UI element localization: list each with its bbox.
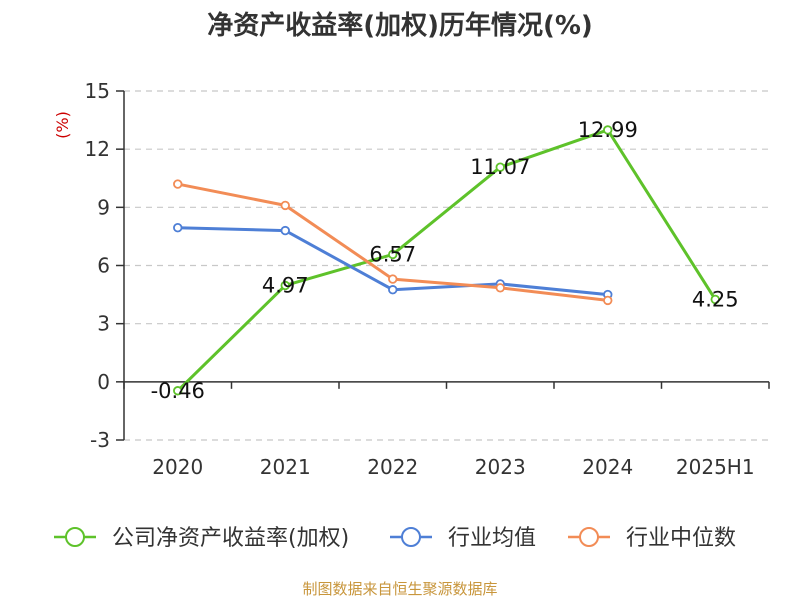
series-point (388, 285, 398, 295)
series-point (388, 274, 398, 284)
legend-marker-icon (401, 527, 421, 547)
data-label: 4.97 (262, 273, 309, 297)
x-tick-label: 2021 (260, 455, 311, 479)
legend-marker-icon (65, 527, 85, 547)
axes: 15 12 9 6 3 0 -3 2020 2021 2022 2023 2024 2025H1 (85, 79, 770, 479)
series-point (173, 222, 183, 233)
y-axis-unit: (%) (53, 111, 72, 139)
series-line (176, 128, 717, 392)
x-tick-label: 2024 (582, 455, 633, 479)
x-tick-label: 2023 (475, 455, 526, 479)
series-point (280, 200, 290, 211)
gridlines (124, 90, 769, 441)
series-point (173, 386, 183, 396)
x-tick-label: 2025H1 (676, 455, 755, 479)
data-label: 11.07 (470, 155, 530, 179)
legend: 公司净资产收益率(加权) 行业均值 行业中位数 (54, 526, 736, 551)
y-tick-label: 12 (85, 137, 110, 161)
data-label: 12.99 (578, 118, 638, 142)
y-tick-label: 0 (97, 370, 110, 394)
x-tick-label: 2022 (367, 455, 418, 479)
legend-label: 行业中位数 (626, 526, 736, 551)
data-labels: -0.46 4.97 6.57 11.07 12.99 4.25 (151, 118, 739, 403)
y-tick-label: -3 (90, 428, 110, 452)
series-point (495, 283, 505, 293)
legend-marker-icon (579, 527, 599, 547)
series-point (603, 125, 613, 135)
y-tick-label: 3 (97, 312, 110, 336)
series-point (710, 294, 720, 305)
data-label: 4.25 (692, 287, 739, 311)
series-point (280, 280, 290, 291)
data-label: -0.46 (151, 379, 205, 403)
chart-title: 净资产收益率(加权)历年情况(%) (207, 10, 593, 41)
series-point (495, 162, 505, 172)
data-label: 6.57 (369, 242, 416, 266)
series-point (388, 249, 398, 260)
legend-label: 公司净资产收益率(加权) (112, 526, 349, 551)
series-point (603, 295, 613, 306)
series-point (280, 225, 290, 236)
source-note: 制图数据来自恒生聚源数据库 (302, 580, 497, 598)
legend-label: 行业均值 (448, 526, 536, 551)
y-tick-label: 9 (97, 195, 110, 219)
x-tick-label: 2020 (152, 455, 203, 479)
y-tick-label: 15 (85, 79, 110, 103)
series-point (173, 179, 183, 189)
y-tick-label: 6 (97, 254, 110, 278)
series-lines (173, 125, 720, 396)
